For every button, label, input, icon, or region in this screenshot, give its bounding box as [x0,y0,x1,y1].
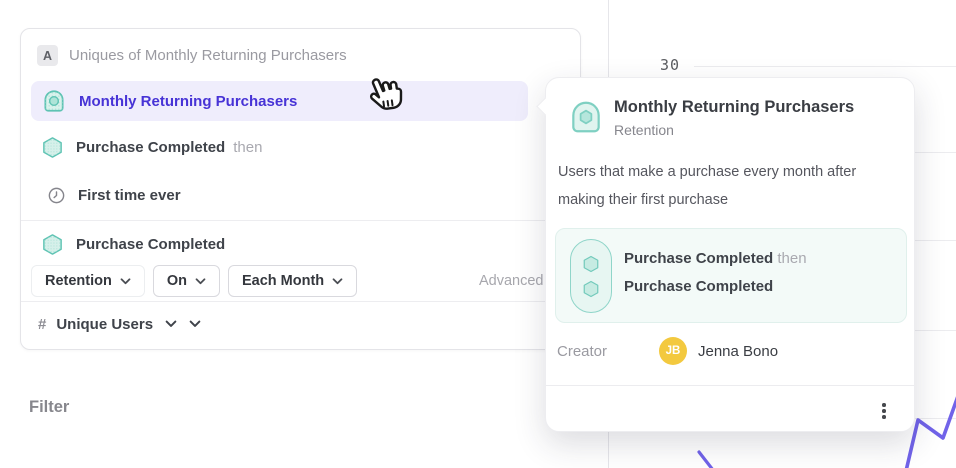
number-symbol: # [38,315,47,333]
measure-label: Unique Users [56,315,154,333]
filter-section-heading: Filter [29,398,70,416]
definition-step-2: Purchase Completed [624,273,807,301]
popover-type-label: Retention [614,122,674,138]
event-suffix: then [233,138,263,156]
creator-name: Jenna Bono [698,342,779,360]
chevron-down-icon[interactable] [189,320,201,328]
cohort-definition-box: Purchase Completed then Purchase Complet… [555,228,907,323]
query-header: A Uniques of Monthly Returning Purchaser… [37,45,347,66]
event-hexagon-icon [43,233,62,255]
series-badge[interactable]: A [37,45,58,66]
step-event-name: Purchase Completed [624,250,774,267]
cohort-detail-popover: Monthly Returning Purchasers Retention U… [536,77,915,432]
query-builder-card: A Uniques of Monthly Returning Purchaser… [20,28,581,350]
popover-footer-divider [546,385,914,386]
more-options-kebab-icon[interactable] [874,400,894,422]
measure-selector[interactable]: # Unique Users [38,307,201,341]
cohort-icon [572,101,600,133]
first-time-ever-label: First time ever [78,186,181,204]
definition-step-1: Purchase Completed then [624,245,807,273]
retention-controls: Retention On Each Month [31,265,358,297]
chart-gridline [694,66,956,67]
query-title: Uniques of Monthly Returning Purchasers [69,47,347,64]
event-row-purchase-completed-1[interactable]: Purchase Completed then [41,129,262,165]
cohort-icon [44,90,64,112]
hand-cursor-icon [369,78,403,110]
definition-steps: Purchase Completed then Purchase Complet… [624,245,807,301]
popover-header: Monthly Returning Purchasers Retention [567,98,854,138]
event-name: Purchase Completed [76,235,226,253]
creator-label: Creator [557,342,608,360]
y-axis-tick-label: 30 [660,56,681,74]
advanced-link[interactable]: Advanced [479,273,544,289]
row-divider [21,301,580,302]
step-suffix: then [777,250,807,267]
sequence-capsule-icon [570,239,612,313]
creator-row: Creator JB Jenna Bono [557,331,905,371]
chevron-down-icon [332,277,343,284]
step-event-name: Purchase Completed [624,278,774,295]
event-hexagon-icon [583,280,599,297]
retention-on-dropdown[interactable]: On [152,265,220,297]
cohort-row-monthly-returning-purchasers[interactable]: Monthly Returning Purchasers [31,81,528,121]
row-divider [21,220,580,221]
event-name: Purchase Completed [76,138,226,156]
first-time-ever-row[interactable]: First time ever [47,177,181,213]
retention-interval-dropdown[interactable]: Each Month [228,265,358,297]
dropdown-value: Each Month [242,273,325,289]
event-hexagon-icon [583,255,599,272]
chevron-down-icon [195,277,206,284]
chevron-down-icon[interactable] [165,320,177,328]
chevron-down-icon [120,277,131,284]
popover-title: Monthly Returning Purchasers [614,98,855,116]
retention-type-dropdown[interactable]: Retention [31,265,145,297]
cohort-description: Users that make a purchase every month a… [558,164,857,208]
avatar: JB [659,337,687,365]
dropdown-value: On [166,273,187,289]
dropdown-value: Retention [45,273,112,289]
cohort-name: Monthly Returning Purchasers [79,92,298,110]
event-row-purchase-completed-2[interactable]: Purchase Completed [41,226,225,262]
event-hexagon-icon [43,136,62,158]
clock-icon [48,187,65,203]
